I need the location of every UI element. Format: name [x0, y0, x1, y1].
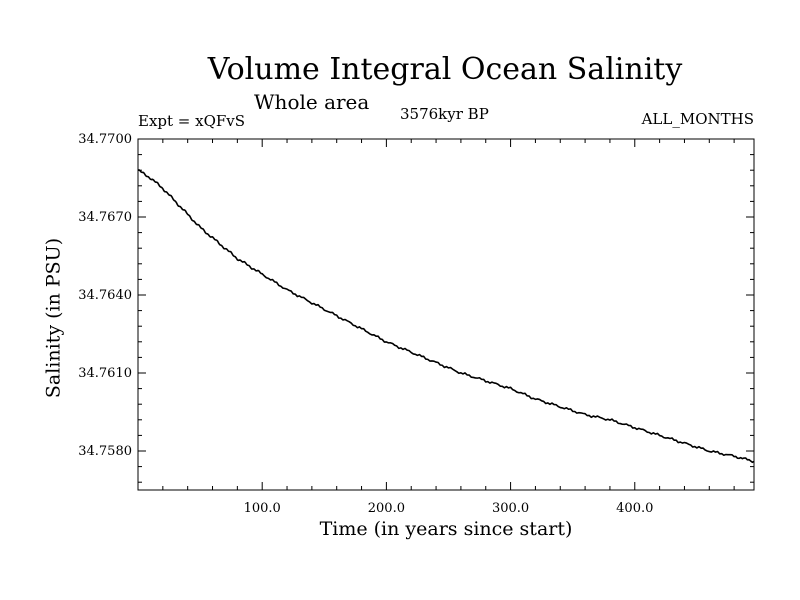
x-tick-label: 100.0 [244, 501, 281, 516]
y-tick-label: 34.7610 [78, 366, 132, 381]
plot-frame [137, 138, 755, 491]
y-tick-label: 34.7640 [78, 288, 132, 303]
experiment-label: Expt = xQFvS [138, 112, 246, 130]
x-axis-label: Time (in years since start) [319, 518, 573, 540]
y-tick-label: 34.7700 [78, 132, 132, 147]
x-tick-label: 300.0 [492, 501, 529, 516]
x-tick-label: 200.0 [368, 501, 405, 516]
chart-title: Volume Integral Ocean Salinity [207, 52, 683, 87]
x-tick-label: 400.0 [616, 501, 653, 516]
months-label: ALL_MONTHS [641, 110, 754, 128]
axis-ticks [138, 138, 754, 490]
y-tick-label: 34.7580 [78, 444, 132, 459]
y-tick-label: 34.7670 [78, 210, 132, 225]
tick-labels: 100.0 200.0 300.0 400.0 34.7580 34.7610 34.764… [78, 132, 653, 516]
period-label: 3576kyr BP [400, 105, 489, 123]
chart-subtitle: Whole area [254, 90, 370, 114]
salinity-series-line [137, 169, 755, 464]
